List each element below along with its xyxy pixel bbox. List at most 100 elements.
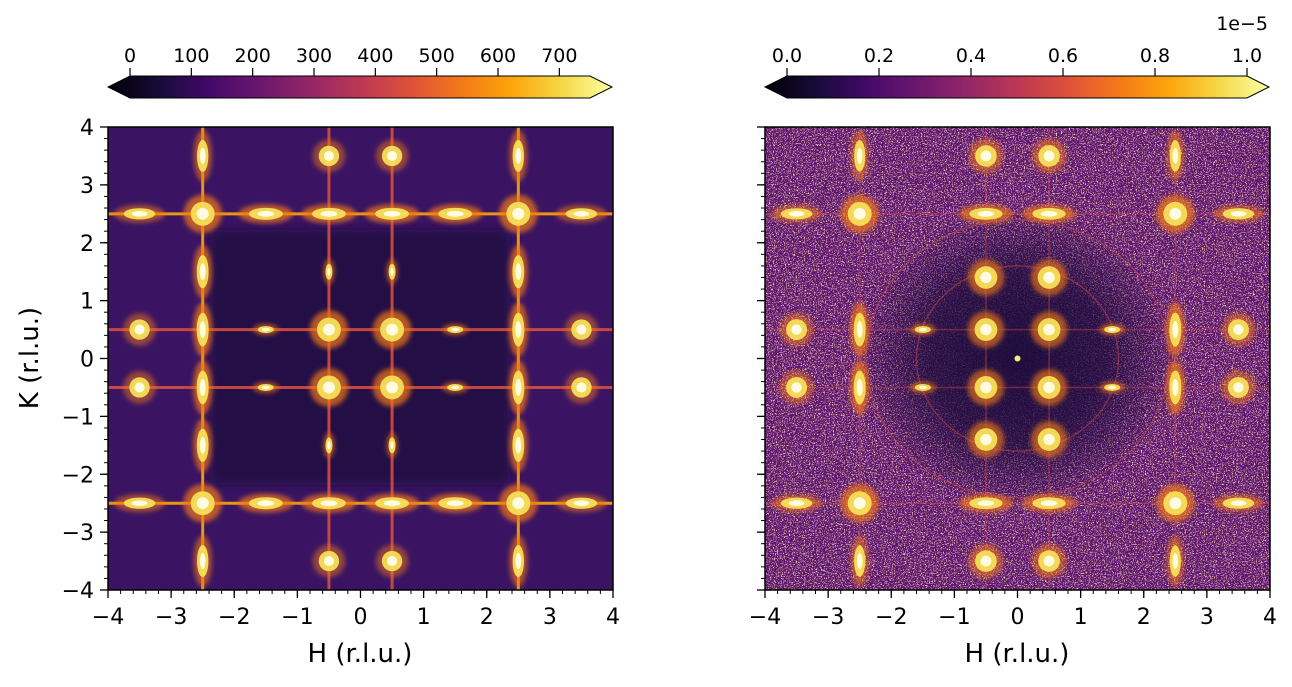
peak-center — [196, 497, 209, 510]
y-tick-label: 3 — [80, 174, 94, 199]
peak-center — [1043, 433, 1055, 446]
peak-center — [131, 211, 148, 217]
peak-center — [446, 500, 464, 507]
right-panel: 0.0 0.2 0.4 0.6 0.8 1.0 1e−5 −4 −3 −2 −1 0 1 2 3 4 H … — [749, 13, 1277, 669]
peak-center — [390, 441, 394, 450]
left-axes: −4 −3 −2 −1 0 1 2 3 4 −4 −3 −2 −1 0 1 2 3 4 — [62, 116, 620, 630]
colorbar-tick-label: 300 — [296, 45, 332, 67]
peak-center — [451, 327, 460, 332]
right-peaks — [771, 130, 1264, 587]
right-heatmap — [765, 127, 1270, 590]
y-tick-label: −4 — [62, 579, 94, 604]
peak-center — [576, 324, 587, 335]
peak-center — [980, 381, 992, 394]
peak-center — [788, 500, 805, 506]
x-tick-label: 4 — [606, 605, 620, 630]
peak-center — [1172, 553, 1179, 569]
x-tick-label: 1 — [417, 605, 431, 630]
left-y-axis-label: K (r.l.u.) — [15, 307, 45, 409]
peak-center — [512, 497, 525, 510]
ring — [865, 219, 1170, 498]
x-tick-label: −2 — [875, 605, 907, 630]
x-tick-label: −4 — [92, 605, 124, 630]
left-x-axis-label: H (r.l.u.) — [308, 639, 413, 669]
x-tick-label: 0 — [354, 605, 368, 630]
peak-center — [918, 327, 927, 332]
peak-center — [199, 553, 206, 570]
center-spot — [1014, 355, 1021, 362]
x-tick-label: −2 — [218, 605, 250, 630]
peak-center — [980, 555, 992, 567]
peak-center — [918, 385, 927, 390]
peak-center — [199, 263, 206, 281]
peak-center — [322, 381, 335, 394]
peak-center — [323, 150, 335, 162]
peak-center — [1172, 378, 1179, 396]
peak-center — [853, 497, 866, 510]
peak-center — [980, 271, 992, 284]
peak-center — [1233, 324, 1244, 335]
peak-center — [1043, 150, 1055, 162]
colorbar-tick-label: 0 — [124, 45, 136, 67]
peak-center — [856, 553, 863, 569]
peak-center — [856, 378, 863, 396]
y-tick-label: 2 — [80, 232, 94, 257]
x-tick-label: 3 — [1200, 605, 1214, 630]
colorbar-tick-label: 400 — [357, 45, 393, 67]
colorbar-tick-label: 200 — [235, 45, 271, 67]
peak-center — [515, 553, 522, 570]
peak-center — [1169, 497, 1182, 510]
peak-center — [515, 321, 522, 339]
peak-center — [977, 500, 995, 507]
peak-center — [323, 555, 335, 567]
peak-center — [573, 211, 590, 217]
peak-center — [199, 147, 206, 164]
peak-center — [1043, 381, 1055, 394]
y-tick-label: 1 — [80, 290, 94, 315]
left-colorbar: 0 100 200 300 400 500 600 700 — [106, 45, 614, 99]
x-tick-label: −4 — [749, 605, 781, 630]
peak-center — [791, 382, 802, 393]
peak-center — [446, 210, 464, 217]
peak-center — [515, 263, 522, 281]
left-dark-region — [210, 230, 510, 485]
left-heatmap — [108, 127, 613, 590]
colorbar-tick-label: 0.8 — [1140, 45, 1170, 67]
peak-center — [1040, 210, 1058, 217]
right-colorbar-ticks: 0.0 0.2 0.4 0.6 0.8 1.0 — [772, 45, 1262, 76]
colorbar-tick-label: 0.6 — [1048, 45, 1078, 67]
peak-center — [383, 210, 401, 217]
peak-center — [1040, 500, 1058, 507]
left-colorbar-bar — [106, 75, 614, 99]
x-tick-label: 4 — [1263, 605, 1277, 630]
peak-center — [856, 321, 863, 339]
x-tick-label: 2 — [1137, 605, 1151, 630]
colorbar-tick-label: 0.0 — [772, 45, 802, 67]
ring — [915, 265, 1120, 452]
peak-center — [1169, 207, 1182, 220]
peak-center — [977, 210, 995, 217]
peak-center — [320, 210, 338, 217]
right-colorbar: 0.0 0.2 0.4 0.6 0.8 1.0 1e−5 — [763, 13, 1271, 99]
peak-center — [788, 211, 805, 217]
peak-center — [261, 385, 270, 390]
right-x-axis-label: H (r.l.u.) — [965, 639, 1070, 669]
right-colorbar-offset-label: 1e−5 — [1216, 13, 1268, 35]
peak-center — [980, 150, 992, 162]
peak-center — [980, 433, 992, 446]
right-axes: −4 −3 −2 −1 0 1 2 3 4 — [749, 126, 1277, 630]
right-colorbar-bar — [763, 75, 1271, 99]
peak-center — [257, 210, 275, 217]
peak-center — [199, 321, 206, 339]
peak-center — [1172, 321, 1179, 339]
peak-center — [451, 385, 460, 390]
x-tick-label: −3 — [812, 605, 844, 630]
colorbar-tick-label: 500 — [419, 45, 455, 67]
peak-center — [515, 147, 522, 164]
peak-center — [512, 207, 525, 220]
peak-center — [134, 382, 145, 393]
peak-center — [573, 500, 590, 506]
right-rings — [865, 219, 1170, 498]
